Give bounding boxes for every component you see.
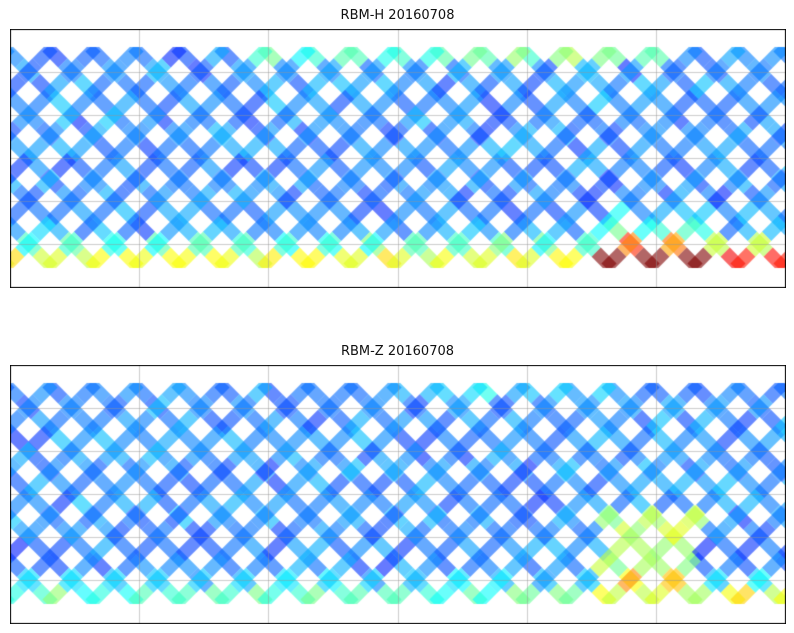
map-rbm-z xyxy=(10,365,786,624)
panel-title-rbm-z: RBM-Z 20160708 xyxy=(340,344,455,359)
panel-title-rbm-h: RBM-H 20160708 xyxy=(340,8,455,23)
map-rbm-h xyxy=(10,29,786,288)
